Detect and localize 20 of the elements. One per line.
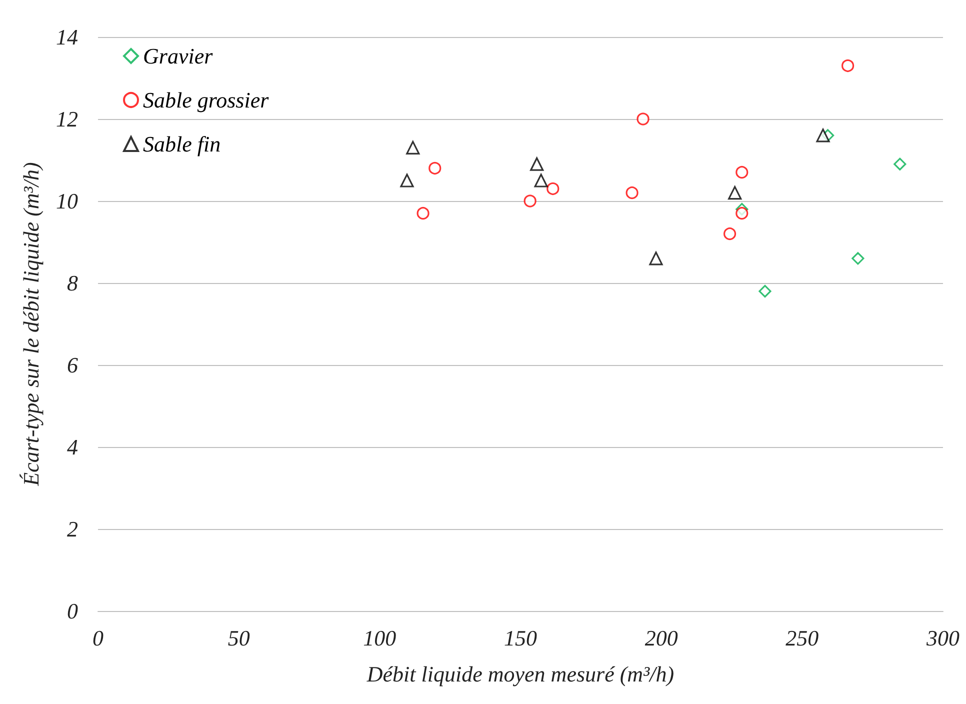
y-tick-label: 2 [67, 516, 78, 542]
y-tick-label: 0 [67, 598, 78, 624]
x-axis-title: Débit liquide moyen mesuré (m³/h) [366, 662, 674, 686]
x-tick-label: 0 [92, 626, 104, 650]
y-axis-title: Écart-type sur le débit liquide (m³/h) [18, 162, 44, 487]
y-tick-label: 8 [67, 270, 78, 296]
x-tick-label: 300 [926, 626, 960, 650]
legend-label: Gravier [143, 44, 214, 68]
legend-label: Sable fin [143, 132, 221, 156]
y-tick-label: 12 [56, 106, 78, 132]
y-tick-label: 10 [56, 188, 78, 214]
y-tick-label: 14 [56, 24, 78, 50]
y-tick-label: 6 [67, 352, 78, 378]
legend-label: Sable grossier [143, 88, 270, 112]
x-tick-label: 150 [504, 626, 537, 650]
x-tick-label: 250 [786, 626, 819, 650]
y-tick-label: 4 [67, 434, 78, 460]
x-tick-label: 50 [228, 626, 250, 650]
x-tick-label: 200 [644, 626, 678, 650]
x-tick-label: 100 [363, 626, 396, 650]
